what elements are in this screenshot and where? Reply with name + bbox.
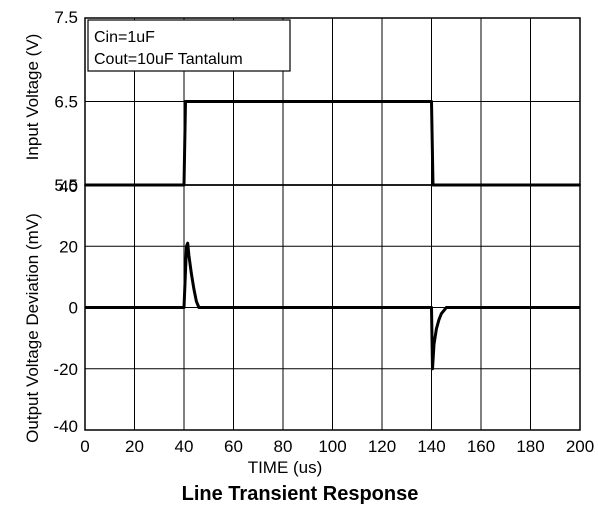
x-axis-label: TIME (us) xyxy=(248,458,323,477)
x-tick-label: 80 xyxy=(274,437,293,456)
bottom-y-tick-labels: -40 -20 0 20 40 xyxy=(53,177,78,436)
x-tick-label: 40 xyxy=(175,437,194,456)
bottom-panel-frame xyxy=(84,184,581,431)
x-tick-label: 160 xyxy=(467,437,495,456)
legend-box xyxy=(87,19,291,72)
legend-entry-cout: Cout=10uF Tantalum xyxy=(94,51,243,68)
top-y-axis-label: Input Voltage (V) xyxy=(23,34,42,161)
x-tick-label: 120 xyxy=(368,437,396,456)
top-y-tick-label: 5.5 xyxy=(54,176,78,195)
output-deviation-trace xyxy=(85,241,580,371)
legend: Cin=1uF Cout=10uF Tantalum xyxy=(87,19,291,72)
x-tick-label: 0 xyxy=(80,437,89,456)
bottom-y-tick-label: 20 xyxy=(59,237,78,256)
x-tick-labels: 0 20 40 60 80 100 120 140 160 180 200 xyxy=(80,437,594,456)
legend-entry-cin: Cin=1uF xyxy=(94,29,155,46)
x-tick-label: 100 xyxy=(318,437,346,456)
bottom-y-tick-label: 0 xyxy=(69,299,78,318)
bottom-y-tick-label: 40 xyxy=(59,177,78,196)
bottom-y-axis-label: Output Voltage Deviation (mV) xyxy=(23,213,42,443)
x-tick-label: 140 xyxy=(417,437,445,456)
x-tick-label: 200 xyxy=(566,437,594,456)
x-tick-label: 20 xyxy=(125,437,144,456)
bottom-y-tick-label: -40 xyxy=(53,417,78,436)
x-tick-label: 180 xyxy=(516,437,544,456)
top-y-tick-labels: 5.5 6.5 7.5 xyxy=(54,8,78,195)
top-y-tick-label: 7.5 xyxy=(54,8,78,27)
bottom-y-tick-label: -20 xyxy=(53,360,78,379)
x-tick-label: 60 xyxy=(224,437,243,456)
chart-caption: Line Transient Response xyxy=(182,483,419,505)
top-y-tick-label: 6.5 xyxy=(54,93,78,112)
